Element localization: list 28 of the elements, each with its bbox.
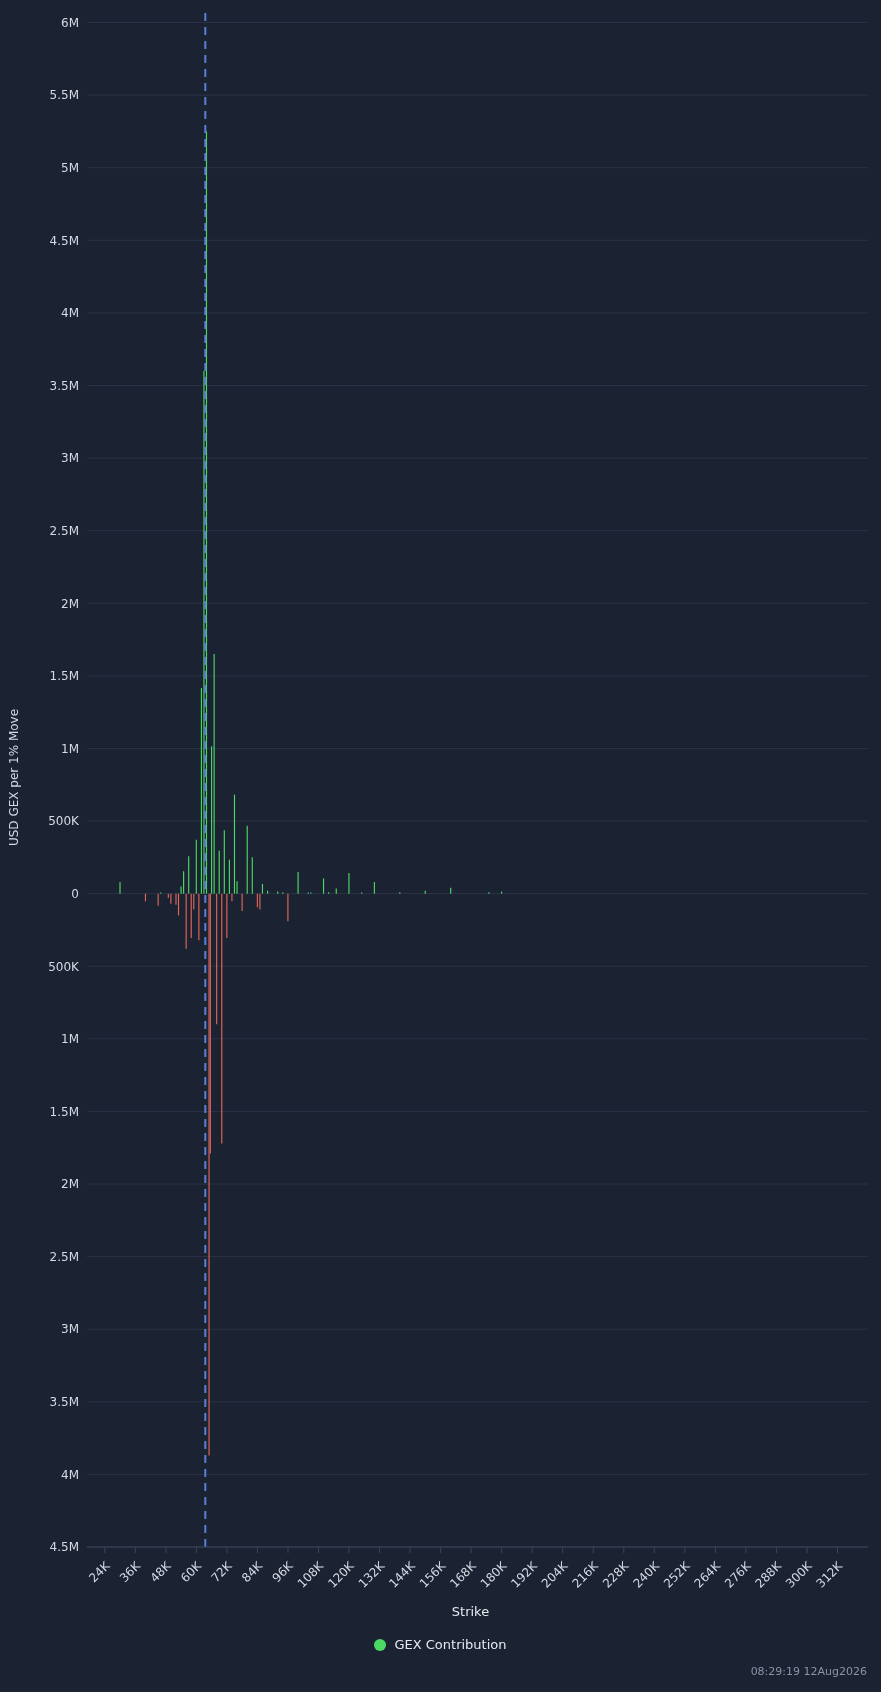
y-tick-label: 3M (61, 451, 79, 466)
text: 08:29:19 12Aug2026 (750, 1665, 867, 1678)
x-tick-label: 72K (208, 1558, 236, 1586)
y-tick-label: 1M (61, 741, 79, 756)
y-tick-label: 2M (61, 596, 79, 611)
y-tick-label: 3.5M (49, 1395, 79, 1410)
y-tick-label: 1M (61, 1032, 79, 1047)
x-axis-title: Strike (450, 1604, 491, 1619)
y-tick-label: 1.5M (49, 1104, 79, 1119)
y-tick-label: 3.5M (49, 378, 79, 393)
y-tick-label: 6M (61, 15, 79, 30)
y-tick-label: 500K (48, 959, 81, 974)
y-axis-title: USD GEX per 1% Move (7, 708, 22, 847)
y-tick-label: 500K (48, 814, 81, 829)
y-tick-label: 0 (71, 886, 79, 901)
x-tick-label: 48K (147, 1558, 175, 1586)
y-tick-label: 2.5M (49, 523, 79, 538)
y-tick-label: 4M (61, 306, 79, 321)
y-tick-label: 5.5M (49, 88, 79, 103)
y-tick-label: 2.5M (49, 1249, 79, 1264)
y-tick-label: 2M (61, 1177, 79, 1192)
y-tick-label: 4.5M (49, 1540, 79, 1555)
legend-label: GEX Contribution (394, 1637, 507, 1652)
y-tick-label: 5M (61, 160, 79, 175)
y-tick-label: 3M (61, 1322, 79, 1337)
y-tick-label: 1.5M (49, 669, 79, 684)
y-tick-label: 4.5M (49, 233, 79, 248)
y-tick-label: 4M (61, 1467, 79, 1482)
